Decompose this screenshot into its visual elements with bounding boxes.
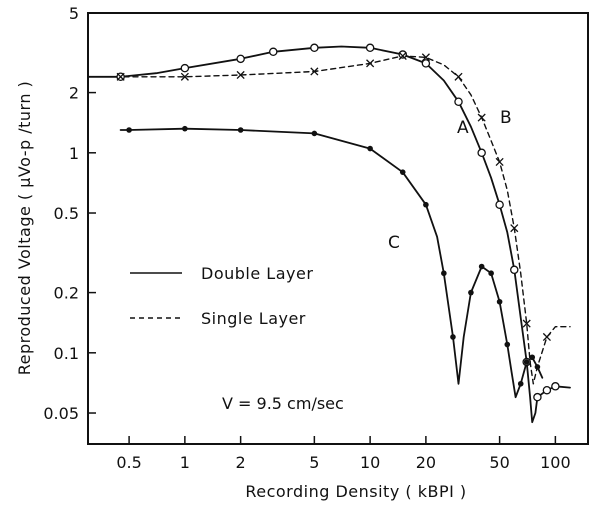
y-axis-ticks: 0.05 0.1 0.2 0.5 1 2 5: [43, 4, 96, 423]
point-b: [510, 224, 519, 233]
point-a: [180, 63, 190, 73]
point-c: [534, 364, 541, 370]
y-tick-label: 0.1: [54, 344, 79, 363]
data-markers: [116, 43, 560, 402]
point-a: [510, 265, 519, 275]
point-b: [116, 72, 125, 81]
point-c: [517, 380, 524, 387]
x-tick-label: 2: [236, 453, 246, 472]
x-tick-label: 5: [309, 453, 319, 472]
point-b: [495, 157, 504, 167]
point-c: [441, 270, 447, 277]
point-a: [398, 50, 407, 59]
point-a: [533, 392, 542, 402]
point-b: [522, 319, 531, 328]
point-c: [311, 130, 318, 137]
plot-frame: [87, 12, 589, 445]
point-b: [398, 51, 407, 60]
point-c: [504, 341, 511, 348]
point-b: [454, 72, 463, 81]
point-c: [468, 289, 474, 296]
speed-annotation: V = 9.5 cm/sec: [222, 394, 344, 413]
point-a: [269, 47, 278, 57]
y-tick-label: 2: [69, 84, 79, 103]
point-c: [478, 263, 485, 270]
curve-label-b: B: [500, 108, 512, 128]
point-a: [551, 382, 560, 391]
point-c: [450, 334, 456, 340]
point-a: [495, 200, 504, 209]
point-c: [423, 201, 429, 208]
point-c: [182, 125, 188, 132]
point-c: [496, 298, 503, 305]
point-c: [488, 270, 494, 277]
y-tick-label: 0.05: [43, 404, 79, 423]
point-c: [399, 169, 406, 175]
x-tick-label: 20: [416, 453, 436, 472]
point-c: [237, 127, 244, 133]
point-c: [126, 127, 132, 133]
y-tick-label: 0.2: [54, 284, 79, 303]
x-tick-label: 0.5: [116, 453, 141, 472]
point-b: [180, 72, 189, 81]
legend-label-double-layer: Double Layer: [201, 264, 313, 283]
curves: [87, 45, 571, 424]
point-c: [523, 359, 530, 365]
curve-a: [87, 45, 571, 424]
point-b: [236, 70, 245, 80]
x-tick-label: 1: [180, 453, 190, 472]
curve-c: [119, 127, 544, 399]
point-c: [367, 145, 373, 152]
y-tick-label: 0.5: [54, 204, 79, 223]
curve-b: [87, 55, 571, 385]
point-a: [542, 385, 552, 395]
x-axis-title: Recording Density ( kBPI ): [245, 482, 466, 501]
y-axis-title: Reproduced Voltage ( μVo-p /turn ): [15, 81, 34, 376]
point-c: [529, 354, 536, 361]
legend-label-single-layer: Single Layer: [201, 309, 306, 328]
point-b: [366, 59, 375, 68]
curve-label-a: A: [457, 118, 469, 138]
point-a: [421, 59, 431, 68]
point-b: [477, 113, 486, 122]
x-axis-ticks: 0.5 1 2 5 10 20 50 100: [116, 436, 571, 472]
y-tick-label: 5: [69, 4, 79, 23]
x-tick-label: 50: [489, 453, 509, 472]
y-tick-label: 1: [69, 144, 79, 163]
point-a: [365, 43, 375, 53]
point-b: [542, 332, 551, 342]
point-a: [454, 97, 463, 106]
point-b: [310, 67, 319, 76]
point-a: [310, 43, 319, 53]
point-a: [477, 148, 486, 158]
x-tick-label: 100: [540, 453, 571, 472]
point-b: [421, 53, 430, 62]
curve-label-c: C: [388, 233, 400, 253]
legend: Double Layer Single Layer: [130, 264, 313, 328]
point-a: [236, 54, 245, 64]
x-tick-label: 10: [360, 453, 380, 472]
